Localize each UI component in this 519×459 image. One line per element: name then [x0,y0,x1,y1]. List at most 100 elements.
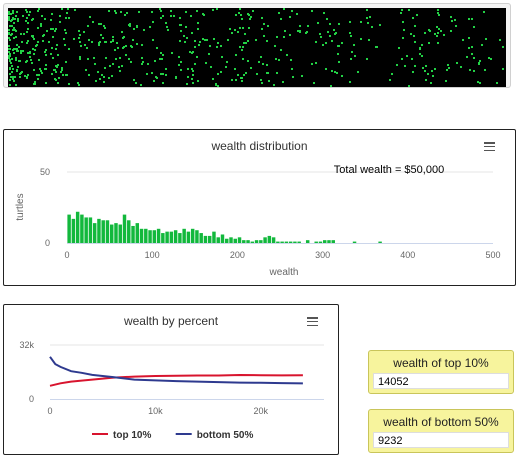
histogram-bar [242,240,246,243]
turtle [266,25,269,28]
turtle [9,62,12,65]
turtle [237,12,240,15]
turtle [400,8,403,11]
turtle [429,30,432,33]
turtle [33,80,36,83]
turtle [15,15,18,18]
turtle [88,74,91,77]
turtle [30,34,33,37]
turtle [29,51,32,54]
turtle [234,14,237,17]
turtle [130,46,133,49]
turtle [186,83,188,85]
turtle [437,8,440,11]
turtle [68,17,71,20]
turtle [8,16,11,19]
histogram-bar [67,214,71,243]
turtle [483,10,486,13]
turtle [282,8,285,11]
turtle [273,84,276,87]
turtle [424,70,427,73]
turtle [14,48,17,51]
turtle [174,77,177,79]
world-view [3,3,511,88]
turtle [110,75,113,78]
turtle [502,68,505,71]
turtle [450,30,453,33]
histogram-bar [110,224,114,243]
turtle [17,59,20,62]
turtle [285,53,288,56]
turtle [67,83,70,86]
turtle [108,9,111,12]
turtle [82,31,85,34]
turtle [117,65,120,68]
turtle [37,27,40,30]
turtle [397,47,400,50]
turtle [245,71,247,74]
turtle [185,11,188,14]
turtle [54,68,56,71]
chart-menu-icon[interactable] [307,317,318,326]
turtle [9,12,12,15]
turtle [319,32,322,35]
turtle [165,25,168,28]
turtle [8,18,11,21]
turtle [136,42,138,45]
x-tick-label: 300 [315,250,330,260]
turtle [310,10,313,13]
turtle [225,60,228,63]
chart-menu-icon[interactable] [484,142,495,151]
turtle [244,33,247,36]
turtle [247,27,250,30]
histogram-bar [139,228,144,243]
turtle [178,40,181,42]
wealth-by-percent-plot: wealth by percent 0 10k 20k 0 32k top 10% bott… [3,304,339,455]
histogram-bar [263,237,267,243]
turtle [495,82,498,85]
turtle [177,63,180,66]
turtle [154,76,157,79]
turtle [177,55,180,58]
turtle [341,74,343,77]
turtle [216,72,219,75]
turtle [238,46,241,49]
turtle [133,78,136,81]
turtle [120,65,123,68]
turtle [35,74,38,77]
turtle [160,73,163,76]
turtle [10,57,13,60]
turtle [11,11,14,14]
histogram-bar [229,237,233,243]
world-canvas[interactable] [8,8,506,87]
turtle [27,51,30,54]
turtle [112,39,115,42]
turtle [8,25,11,28]
turtle [8,58,11,61]
turtle [54,48,57,51]
histogram-bar [156,228,161,243]
turtle [311,62,314,65]
turtle [430,82,433,85]
turtle [320,36,323,39]
turtle [44,64,47,67]
turtle [63,44,66,47]
turtle [195,10,198,12]
turtle [8,79,11,82]
turtle [123,36,126,39]
turtle [446,68,449,71]
turtle [249,66,252,69]
turtle [472,25,475,28]
turtle [379,23,381,26]
x-tick-label: 200 [230,250,245,260]
turtle [437,27,440,30]
turtle [307,25,310,28]
turtle [16,50,19,52]
turtle [259,56,262,59]
turtle [65,73,68,76]
total-wealth-annotation: Total wealth = $50,000 [334,164,444,176]
turtle [499,39,502,42]
turtle [77,37,80,39]
legend-label: top 10% [113,430,151,441]
turtle [289,15,292,18]
